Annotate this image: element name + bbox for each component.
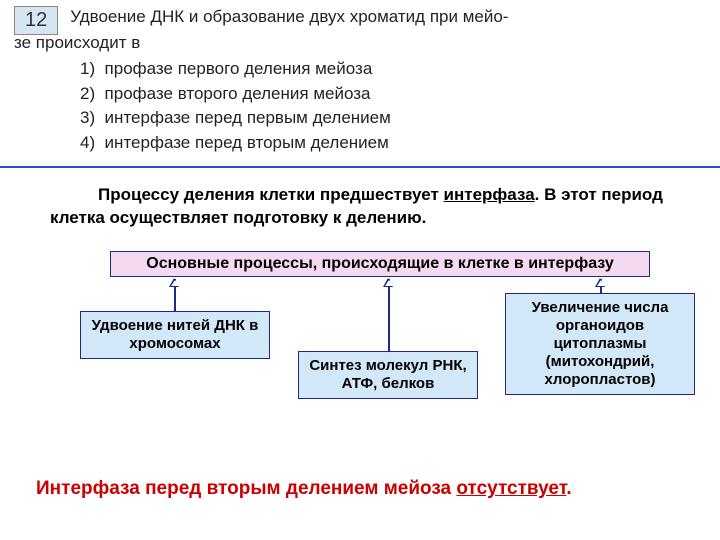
- option-1: 1) профазе первого деления мейоза: [80, 57, 700, 82]
- arrow-left-icon: [174, 279, 176, 311]
- conclusion-underline: отсутствует: [456, 478, 566, 499]
- arrow-right-icon: [600, 279, 602, 293]
- conclusion-line: Интерфаза перед вторым делением мейоза о…: [36, 478, 572, 500]
- option-4: 4) интерфазе перед вторым делением: [80, 131, 700, 156]
- question-text-line2: зе происходит в: [14, 33, 700, 53]
- diagram-box-organelles: Увеличение числа органоидов цитоплазмы (…: [505, 293, 695, 395]
- answer-options: 1) профазе первого деления мейоза 2) про…: [80, 57, 700, 156]
- question-text-line1: Удвоение ДНК и образование двух хроматид…: [70, 6, 508, 27]
- question-number-box: 12: [14, 6, 58, 35]
- para-text-a: Процессу деления клетки предшествует: [98, 185, 444, 204]
- para-underline: интерфаза: [444, 185, 535, 204]
- diagram-box-dna: Удвоение нитей ДНК в хромосомах: [80, 311, 270, 359]
- question-block: 12 Удвоение ДНК и образование двух хрома…: [0, 0, 720, 160]
- explanation-area: Процессу деления клетки предшествует инт…: [0, 168, 720, 452]
- arrow-mid-icon: [388, 279, 390, 351]
- option-3: 3) интерфазе перед первым делением: [80, 106, 700, 131]
- conclusion-b: .: [566, 478, 571, 499]
- diagram-box-rna: Синтез молекул РНК, АТФ, белков: [298, 351, 478, 399]
- interphase-diagram: Основные процессы, происходящие в клетке…: [50, 251, 670, 451]
- intro-paragraph: Процессу деления клетки предшествует инт…: [50, 184, 670, 230]
- option-2: 2) профазе второго деления мейоза: [80, 82, 700, 107]
- diagram-main-box: Основные процессы, происходящие в клетке…: [110, 251, 650, 277]
- conclusion-a: Интерфаза перед вторым делением мейоза: [36, 478, 456, 499]
- question-header: 12 Удвоение ДНК и образование двух хрома…: [14, 6, 700, 35]
